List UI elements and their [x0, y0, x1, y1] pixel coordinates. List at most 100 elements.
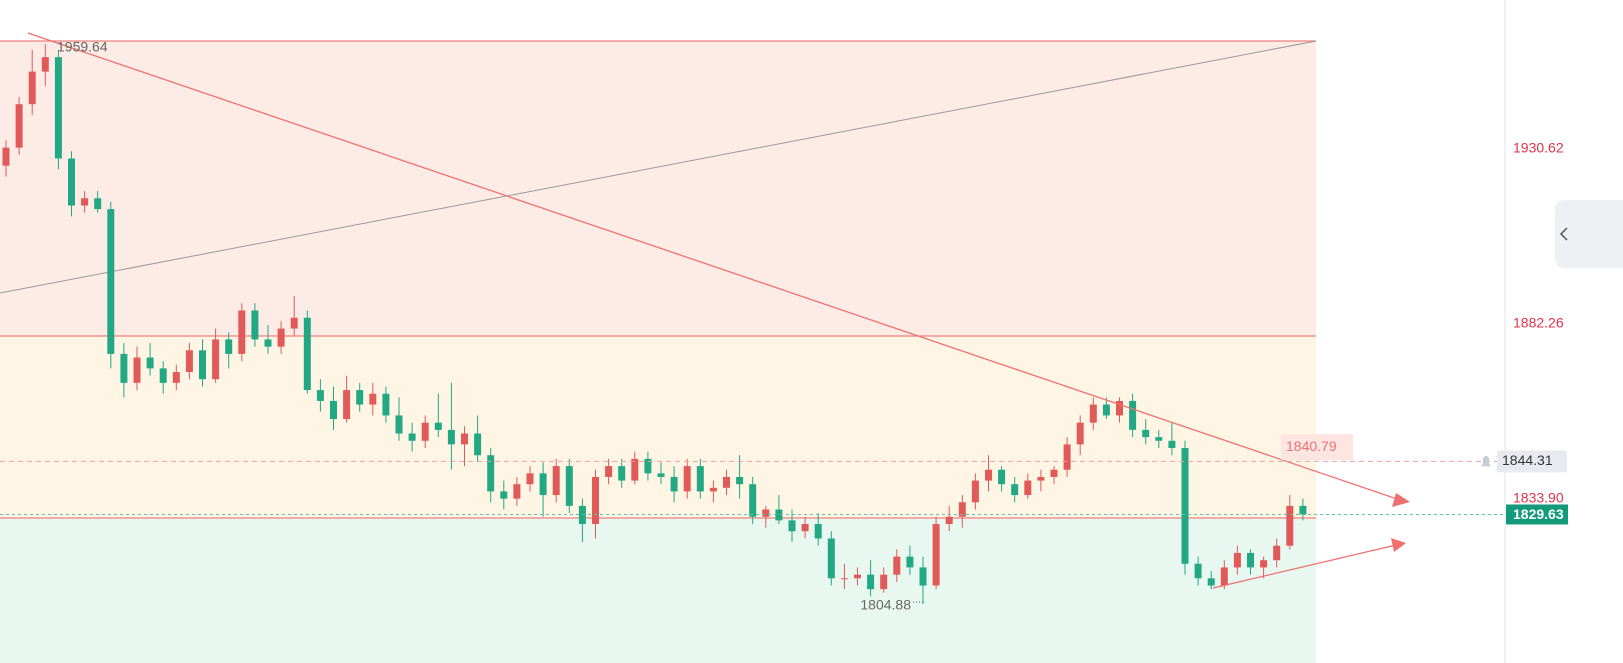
- candle-body: [788, 520, 796, 532]
- candle-body: [500, 491, 508, 499]
- arrow-head: [1392, 493, 1410, 507]
- candle-body: [461, 433, 468, 445]
- candle-body: [1129, 400, 1137, 430]
- candle-body: [631, 458, 639, 481]
- candle-body: [1168, 440, 1176, 448]
- note-box: [1281, 434, 1353, 461]
- candle-body: [330, 400, 337, 420]
- candle-body: [762, 509, 770, 517]
- candle-body: [513, 484, 521, 499]
- candle-body: [1260, 560, 1268, 568]
- candle-body: [526, 473, 534, 485]
- candle-body: [919, 567, 927, 586]
- plot: [2, 43, 1307, 605]
- candle-body: [28, 71, 36, 105]
- candle-body: [736, 476, 744, 485]
- candle-body: [683, 466, 691, 492]
- side-tab[interactable]: [1555, 200, 1623, 268]
- candle-body: [1220, 567, 1228, 586]
- candle-body: [251, 310, 259, 340]
- candle-body: [421, 422, 429, 441]
- high-label: 1959.64: [57, 39, 108, 55]
- alert-badge: [1497, 450, 1567, 473]
- candle-body: [474, 433, 482, 456]
- candle-body: [1063, 444, 1071, 470]
- candle-body: [1102, 404, 1110, 416]
- candle-body: [893, 556, 901, 575]
- candle-body: [382, 393, 390, 416]
- candle-body: [447, 429, 455, 445]
- candle-body: [54, 57, 62, 159]
- candle-body: [814, 523, 822, 539]
- candle-body: [133, 357, 141, 383]
- candle-body: [15, 104, 23, 148]
- candle-body: [998, 469, 1006, 485]
- candle-body: [238, 310, 246, 354]
- candle-body: [827, 538, 835, 579]
- candle-body: [945, 516, 953, 524]
- candle-body: [1089, 404, 1097, 423]
- candle-body: [1155, 437, 1163, 441]
- candle-body: [1142, 429, 1150, 438]
- candle-body: [840, 578, 848, 580]
- collapse-icon[interactable]: [1559, 227, 1568, 241]
- y-tick-label: 1882.26: [1513, 315, 1564, 331]
- candle-body: [1286, 505, 1294, 546]
- candle-body: [369, 393, 377, 405]
- candle-body: [1024, 480, 1032, 496]
- candle-body: [2, 147, 10, 166]
- candle-body: [199, 350, 206, 380]
- candle-body: [290, 317, 298, 329]
- candle-body: [880, 574, 888, 590]
- candle-body: [644, 458, 652, 474]
- candle-body: [1011, 484, 1019, 496]
- candle-body: [618, 466, 626, 481]
- candle-body: [172, 371, 180, 383]
- candle-body: [1207, 578, 1215, 586]
- candle-body: [1194, 563, 1202, 579]
- candle-body: [41, 57, 49, 72]
- candle-body: [1299, 505, 1307, 515]
- candle-body: [277, 328, 285, 347]
- candle-body: [159, 368, 167, 383]
- candle-body: [1181, 447, 1189, 564]
- note-price: 1840.79: [1286, 438, 1337, 454]
- candle-body: [657, 473, 665, 477]
- candle-body: [801, 523, 809, 532]
- last-price: 1829.63: [1513, 506, 1564, 522]
- candle-body: [1076, 422, 1084, 445]
- candle-body: [356, 390, 364, 405]
- candle-body: [670, 476, 678, 492]
- candle-body: [971, 480, 979, 503]
- candle-body: [264, 339, 272, 347]
- arrow-head: [1391, 538, 1406, 552]
- trend-line: [0, 40, 1317, 294]
- support-zone: [0, 518, 1316, 663]
- resistance-zone: [0, 41, 1316, 336]
- candle-body: [709, 487, 717, 492]
- candle-body: [316, 390, 324, 401]
- candle-body: [146, 357, 154, 369]
- candle-body: [395, 415, 403, 434]
- alert-price: 1844.31: [1502, 452, 1553, 468]
- candle-body: [552, 466, 560, 496]
- candle-body: [775, 509, 783, 521]
- candle-body: [1116, 400, 1123, 416]
- candle-body: [539, 473, 547, 496]
- candle-body: [723, 476, 730, 488]
- candle-body: [565, 466, 573, 506]
- candle-body: [1273, 545, 1281, 561]
- candle-body: [749, 484, 757, 517]
- candle-body: [958, 502, 966, 517]
- candle-body: [408, 433, 416, 441]
- candle-body: [906, 556, 914, 568]
- candle-body: [107, 209, 115, 354]
- candle-body: [854, 574, 861, 579]
- alert-bell: [1481, 455, 1491, 467]
- candle-body: [343, 390, 351, 420]
- candle-body: [1050, 469, 1058, 477]
- candle-body: [867, 574, 875, 590]
- candle-body: [94, 198, 102, 210]
- candle-body: [1037, 476, 1045, 481]
